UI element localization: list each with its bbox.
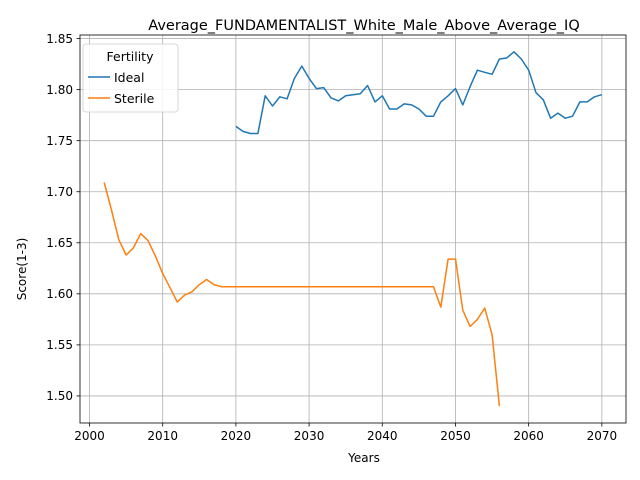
y-tick-label: 1.60 — [46, 287, 73, 301]
y-tick-label: 1.50 — [46, 389, 73, 403]
series-line-ideal — [235, 51, 603, 135]
y-axis-label: Score(1-3) — [15, 238, 29, 301]
x-tick-label: 2070 — [587, 429, 618, 443]
chart-title: Average_FUNDAMENTALIST_White_Male_Above_… — [148, 18, 580, 34]
y-tick-label: 1.55 — [46, 338, 73, 352]
x-tick-label: 2020 — [221, 429, 252, 443]
y-tick-label: 1.75 — [46, 134, 73, 148]
x-tick-label: 2010 — [147, 429, 178, 443]
y-tick-label: 1.65 — [46, 236, 73, 250]
x-tick-label: 2060 — [513, 429, 544, 443]
x-tick-label: 2030 — [294, 429, 325, 443]
y-axis: 1.50 1.55 1.60 1.65 1.70 1.75 1.80 1.85 — [46, 32, 80, 403]
x-tick-label: 2000 — [74, 429, 105, 443]
legend-box — [82, 43, 179, 113]
plot-area-frame — [79, 34, 627, 424]
legend: Fertility Ideal Sterile — [82, 43, 179, 113]
legend-label-ideal: Ideal — [114, 70, 144, 85]
y-tick-label: 1.80 — [46, 83, 73, 97]
series-lines — [103, 51, 603, 407]
legend-label-sterile: Sterile — [114, 91, 155, 106]
series-line-sterile — [103, 182, 501, 407]
x-axis: 2000 2010 2020 2030 2040 2050 2060 2070 — [74, 423, 617, 443]
grid-lines — [80, 35, 626, 423]
y-tick-label: 1.70 — [46, 185, 73, 199]
x-tick-label: 2050 — [440, 429, 471, 443]
x-tick-label: 2040 — [367, 429, 398, 443]
legend-title: Fertility — [107, 49, 155, 64]
y-tick-label: 1.85 — [46, 32, 73, 46]
x-axis-label: Years — [347, 451, 380, 465]
